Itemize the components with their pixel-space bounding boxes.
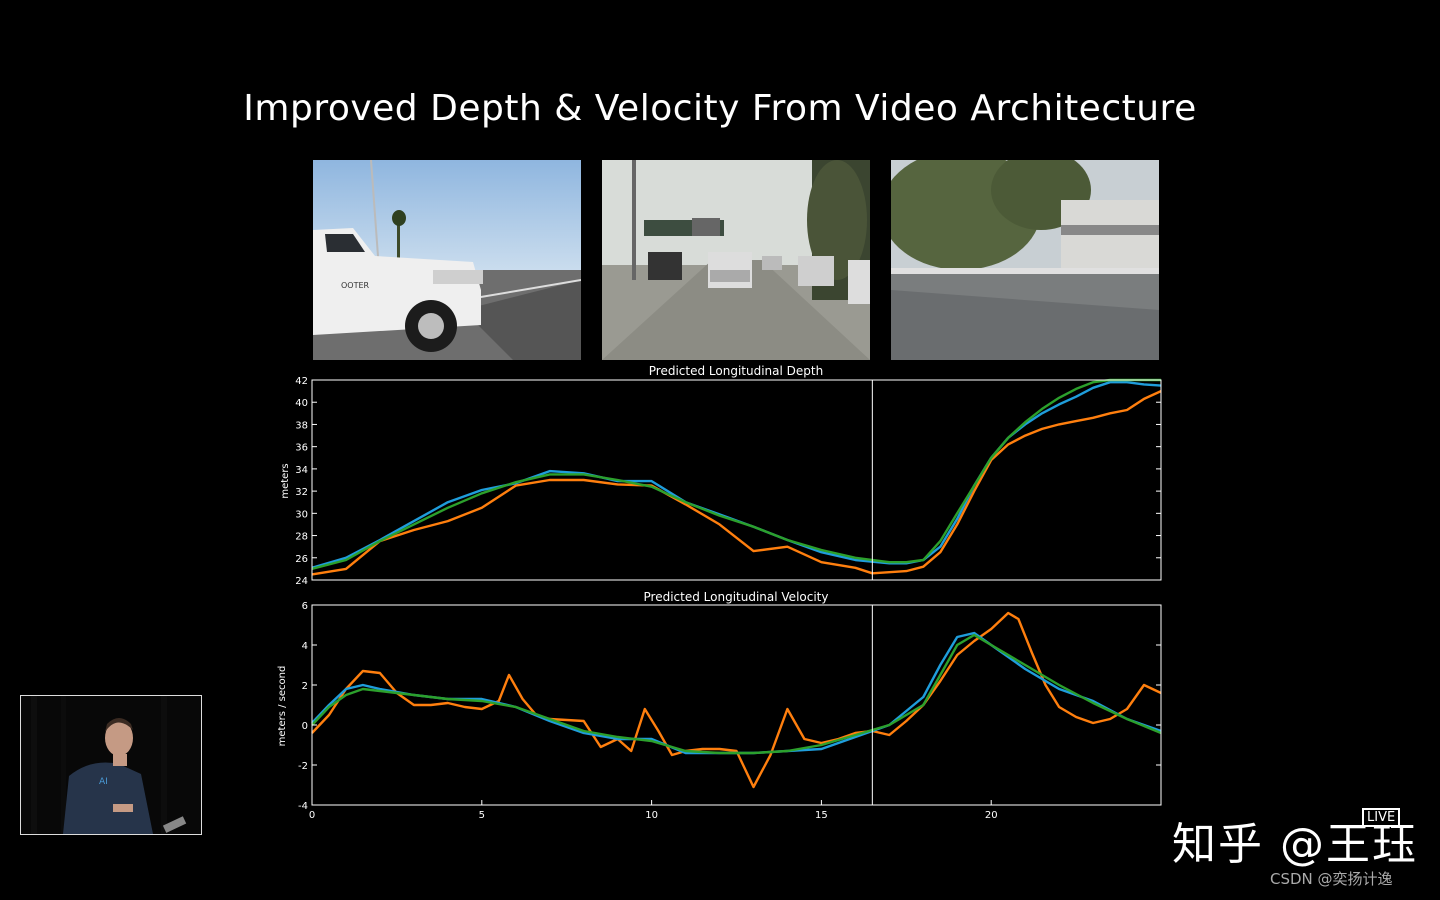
y-tick-label: 24 xyxy=(295,576,308,587)
y-tick-label: 36 xyxy=(295,443,308,454)
slide-title: Improved Depth & Velocity From Video Arc… xyxy=(243,88,1197,129)
x-tick-label: 5 xyxy=(479,810,485,821)
y-tick-label: 40 xyxy=(295,398,308,409)
y-tick-label: 38 xyxy=(295,420,308,431)
y-tick-label: 30 xyxy=(295,509,308,520)
camera-frame-roadside xyxy=(891,160,1159,360)
watermark-csdn: CSDN @奕扬计逸 xyxy=(1270,870,1393,888)
x-tick-label: 15 xyxy=(815,810,828,821)
series-line-green xyxy=(311,633,1162,755)
speaker-video: AI xyxy=(20,695,202,835)
x-tick-label: 20 xyxy=(985,810,998,821)
plot-frame xyxy=(311,379,1162,581)
y-tick-label: 0 xyxy=(302,721,308,732)
y-tick-label: -2 xyxy=(298,761,308,772)
series-line-orange xyxy=(311,611,1162,789)
svg-text:OOTER: OOTER xyxy=(341,281,370,290)
y-tick-label: 26 xyxy=(295,554,308,565)
series-line-blue xyxy=(311,631,1162,755)
x-tick-label: 10 xyxy=(645,810,658,821)
velocity-chart-title: Predicted Longitudinal Velocity xyxy=(644,590,829,604)
y-tick-label: 34 xyxy=(295,465,308,476)
y-tick-label: -4 xyxy=(298,801,308,812)
y-tick-label: 6 xyxy=(302,601,308,612)
series-line-green xyxy=(311,378,1161,571)
plot-frame xyxy=(311,604,1162,806)
velocity-chart: Predicted Longitudinal Velocity meters /… xyxy=(277,590,1162,821)
camera-frame-truck: OOTER xyxy=(313,160,581,360)
watermark-zhihu: 知乎 @王珏 xyxy=(1172,819,1418,870)
series-line-blue xyxy=(311,381,1162,569)
depth-chart: Predicted Longitudinal Depth meters 24 26… xyxy=(280,364,1162,587)
y-tick-label: 28 xyxy=(295,532,308,543)
y-tick-label: 32 xyxy=(295,487,308,498)
svg-text:AI: AI xyxy=(99,777,108,787)
camera-frame-highway xyxy=(602,160,870,360)
watermark-live-badge: LIVE xyxy=(1362,808,1401,827)
y-tick-label: 2 xyxy=(302,681,308,692)
y-tick-label: 4 xyxy=(302,641,308,652)
velocity-chart-ylabel: meters / second xyxy=(277,666,288,747)
y-tick-label: 42 xyxy=(295,376,308,387)
x-tick-label: 0 xyxy=(309,810,315,821)
depth-chart-title: Predicted Longitudinal Depth xyxy=(649,364,823,378)
depth-chart-ylabel: meters xyxy=(280,463,291,498)
